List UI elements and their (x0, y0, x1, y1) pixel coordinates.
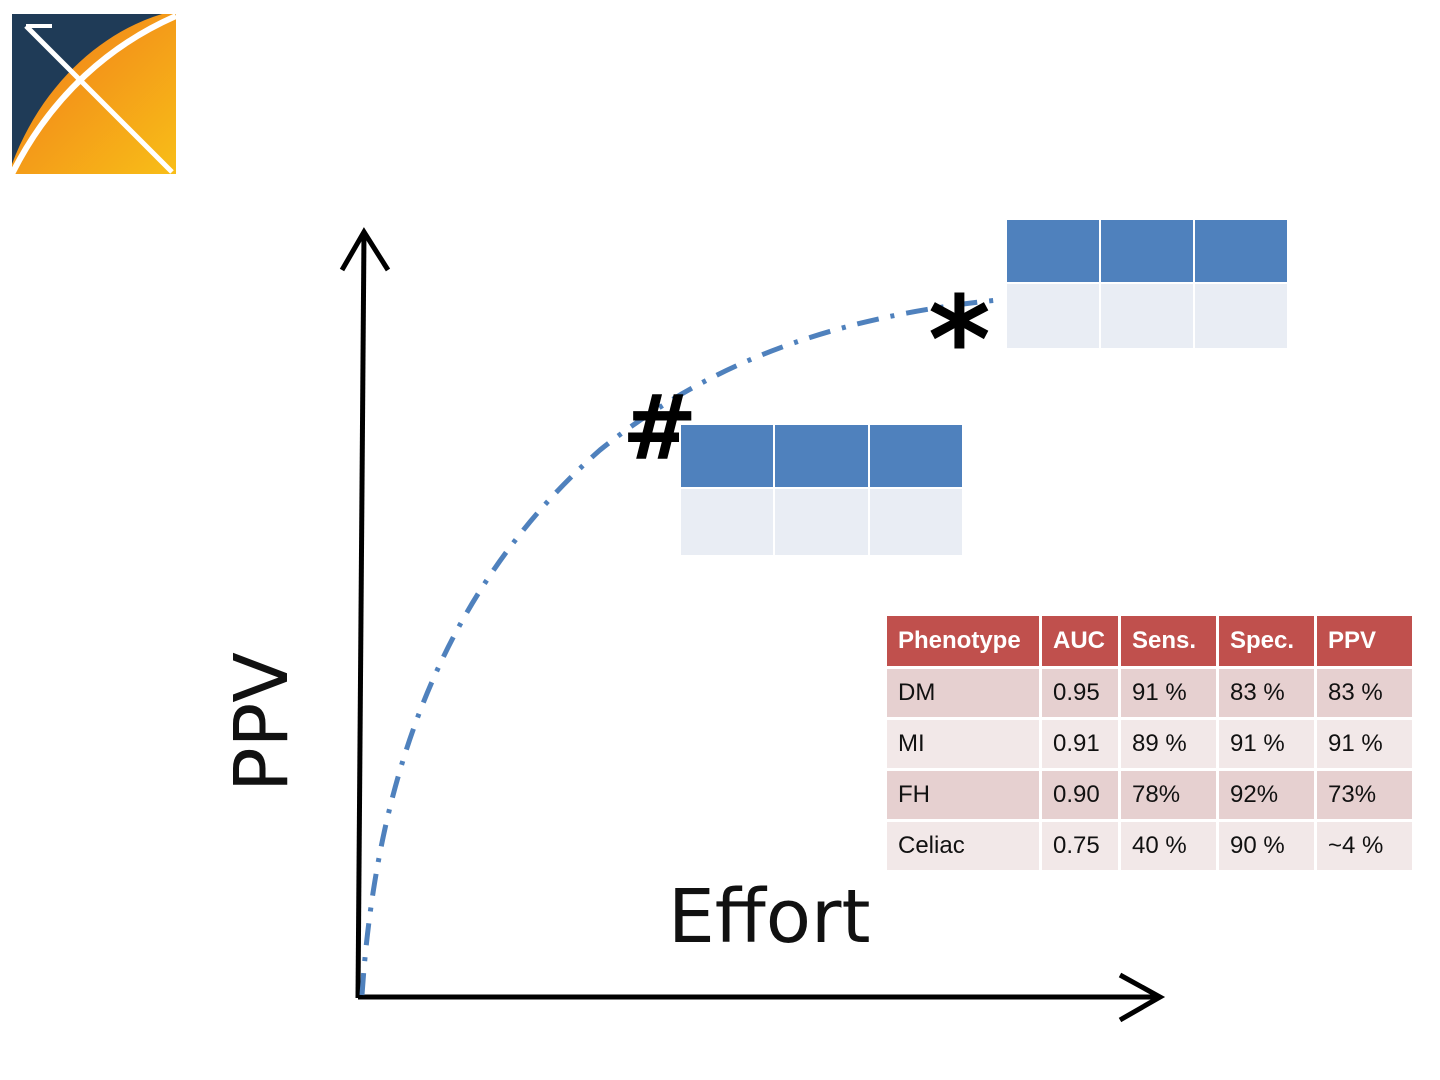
table-cell (678, 487, 776, 557)
cell-phenotype: DM (884, 666, 1042, 720)
cell-specificity: 83 % (1216, 666, 1317, 720)
table-cell (773, 487, 870, 557)
table-row: Celiac 0.75 40 % 90 % ~4 % (884, 819, 1415, 873)
phenotype-performance-table: Phenotype AUC Sens. Spec. PPV DM 0.95 91… (884, 613, 1415, 873)
cell-sensitivity: 40 % (1118, 819, 1219, 873)
cell-specificity: 92% (1216, 768, 1317, 822)
cell-phenotype: Celiac (884, 819, 1042, 873)
cell-sensitivity: 91 % (1118, 666, 1219, 720)
header-phenotype: Phenotype (884, 613, 1042, 669)
cell-phenotype: FH (884, 768, 1042, 822)
cell-ppv: 73% (1314, 768, 1415, 822)
table-row (1005, 282, 1289, 350)
table-cell (867, 487, 965, 557)
cell-ppv: 83 % (1314, 666, 1415, 720)
header-ppv: PPV (1314, 613, 1415, 669)
header-specificity: Spec. (1216, 613, 1317, 669)
cell-ppv: 91 % (1314, 717, 1415, 771)
lower-placeholder-table (678, 423, 965, 557)
table-row: MI 0.91 89 % 91 % 91 % (884, 717, 1415, 771)
table-cell (1193, 282, 1289, 350)
table-cell (1005, 218, 1101, 284)
cell-specificity: 90 % (1216, 819, 1317, 873)
table-cell (1099, 282, 1195, 350)
cell-phenotype: MI (884, 717, 1042, 771)
cell-auc: 0.95 (1039, 666, 1121, 720)
x-logo-icon (12, 14, 176, 174)
x-axis-label: Effort (668, 874, 871, 960)
table-cell (867, 423, 965, 489)
y-axis-label: PPV (219, 652, 305, 792)
cell-specificity: 91 % (1216, 717, 1317, 771)
table-cell (1005, 282, 1101, 350)
table-row (1005, 218, 1289, 284)
effort-ppv-curve (359, 297, 999, 996)
table-header-row: Phenotype AUC Sens. Spec. PPV (884, 613, 1415, 669)
header-auc: AUC (1039, 613, 1121, 669)
table-cell (1193, 218, 1289, 284)
star-marker: * (928, 272, 991, 411)
y-axis (339, 227, 391, 999)
cell-auc: 0.90 (1039, 768, 1121, 822)
table-row (678, 487, 965, 557)
header-sensitivity: Sens. (1118, 613, 1219, 669)
table-row: FH 0.90 78% 92% 73% (884, 768, 1415, 822)
cell-sensitivity: 89 % (1118, 717, 1219, 771)
table-cell (678, 423, 776, 489)
cell-auc: 0.91 (1039, 717, 1121, 771)
table-cell (773, 423, 870, 489)
table-row (678, 423, 965, 489)
table-row: DM 0.95 91 % 83 % 83 % (884, 666, 1415, 720)
x-axis (358, 972, 1166, 1023)
cell-ppv: ~4 % (1314, 819, 1415, 873)
table-cell (1099, 218, 1195, 284)
cell-sensitivity: 78% (1118, 768, 1219, 822)
upper-placeholder-table (1005, 218, 1289, 350)
cell-auc: 0.75 (1039, 819, 1121, 873)
